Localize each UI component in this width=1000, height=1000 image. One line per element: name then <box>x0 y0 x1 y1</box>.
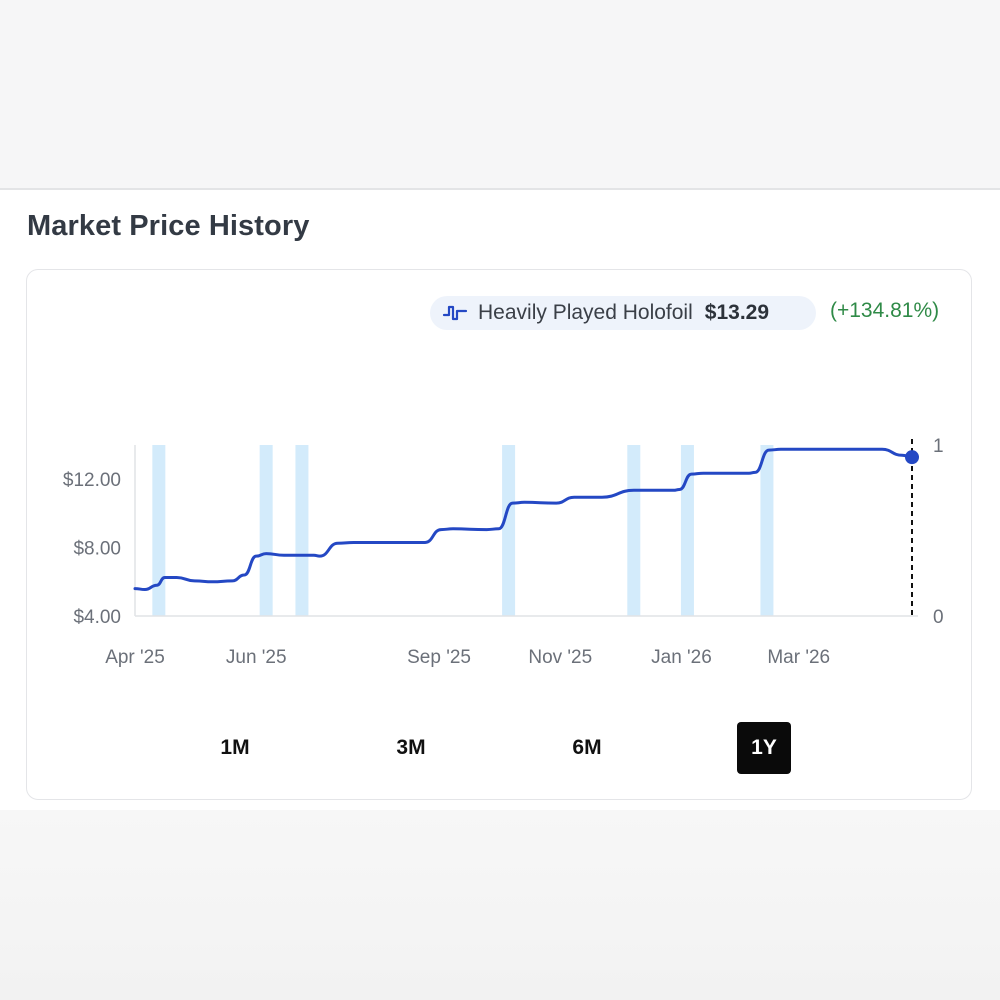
bottom-band <box>0 810 1000 1000</box>
range-button-1y[interactable]: 1Y <box>737 722 791 774</box>
range-button-1m[interactable]: 1M <box>208 722 262 774</box>
legend-series-name: Heavily Played Holofoil <box>478 301 693 324</box>
section-title: Market Price History <box>27 210 310 242</box>
legend-current-price: $13.29 <box>704 301 770 324</box>
legend-price-change: (+134.81%) <box>830 299 940 322</box>
step-line-icon <box>442 303 468 323</box>
price-history-card <box>26 269 972 800</box>
top-band <box>0 0 1000 190</box>
range-button-6m[interactable]: 6M <box>560 722 614 774</box>
range-button-3m[interactable]: 3M <box>384 722 438 774</box>
chart-legend[interactable]: Heavily Played Holofoil $13.29 <box>430 296 816 330</box>
